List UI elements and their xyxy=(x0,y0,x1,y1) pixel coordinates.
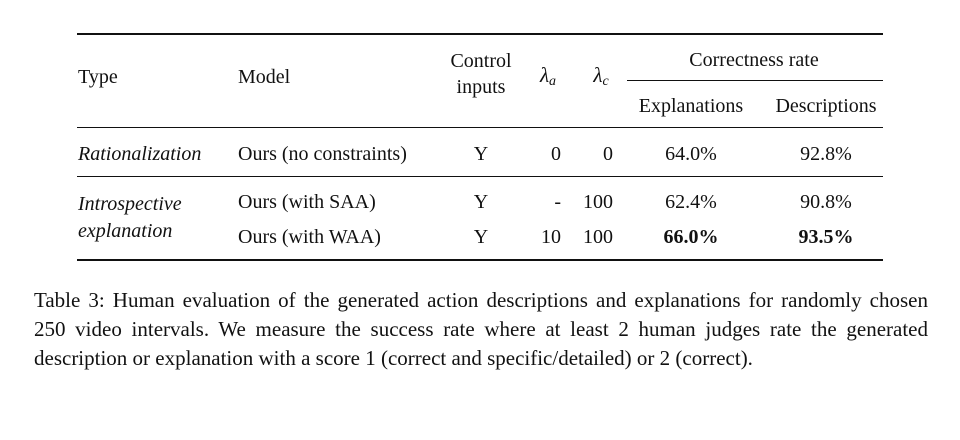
bottom-rule xyxy=(77,259,883,261)
lambda-c-symbol: λc xyxy=(593,63,609,89)
header-explanations: Explanations xyxy=(638,95,744,117)
type-introspective-line2: explanation xyxy=(78,220,173,242)
group-rule xyxy=(77,176,883,177)
row-lambda-c: 0 xyxy=(603,143,613,165)
row-explanations: 62.4% xyxy=(665,191,717,213)
header-correctness-rate: Correctness rate xyxy=(689,49,819,71)
row-control: Y xyxy=(473,191,489,213)
header-control-inputs: Control inputs xyxy=(450,48,511,100)
table-caption: Table 3: Human evaluation of the generat… xyxy=(34,288,928,370)
header-rule xyxy=(77,127,883,128)
row-model: Ours (with SAA) xyxy=(238,191,376,213)
row-explanations: 64.0% xyxy=(665,143,717,165)
header-control-line2: inputs xyxy=(456,76,506,98)
row-explanations-best: 66.0% xyxy=(663,226,719,248)
top-rule xyxy=(77,33,883,35)
correctness-subrule xyxy=(627,80,883,81)
row-lambda-a: - xyxy=(554,191,561,213)
header-lambda-c: λc xyxy=(593,63,608,94)
type-rationalization: Rationalization xyxy=(78,143,202,165)
row-lambda-a: 0 xyxy=(551,143,561,165)
row-lambda-a: 10 xyxy=(541,226,561,248)
row-model: Ours (no constraints) xyxy=(238,143,407,165)
row-control: Y xyxy=(473,143,489,165)
row-lambda-c: 100 xyxy=(583,226,613,248)
header-control-line1: Control xyxy=(450,50,512,72)
row-descriptions: 92.8% xyxy=(800,143,852,165)
header-type: Type xyxy=(78,66,118,88)
row-lambda-c: 100 xyxy=(583,191,613,213)
header-descriptions: Descriptions xyxy=(775,95,877,117)
row-descriptions-best: 93.5% xyxy=(798,226,854,248)
header-model: Model xyxy=(238,66,291,88)
row-model: Ours (with WAA) xyxy=(238,226,381,248)
row-control: Y xyxy=(473,226,489,248)
lambda-a-symbol: λa xyxy=(539,63,557,89)
type-introspective-line1: Introspective xyxy=(78,193,182,215)
header-lambda-a: λa xyxy=(540,63,556,94)
row-descriptions: 90.8% xyxy=(800,191,852,213)
